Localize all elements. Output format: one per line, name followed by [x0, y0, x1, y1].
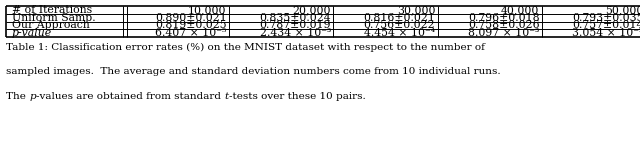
Text: 0.796±0.018: 0.796±0.018 [468, 13, 540, 23]
Text: 20,000: 20,000 [292, 5, 331, 15]
Text: -tests over these 10 pairs.: -tests over these 10 pairs. [228, 92, 365, 101]
Text: 0.793±0.035: 0.793±0.035 [572, 13, 640, 23]
Text: 3.054 × 10⁻²: 3.054 × 10⁻² [572, 28, 640, 38]
Text: 8.097 × 10⁻³: 8.097 × 10⁻³ [468, 28, 540, 38]
Text: 0.787±0.019: 0.787±0.019 [259, 21, 331, 30]
Text: 0.756±0.022: 0.756±0.022 [364, 21, 435, 30]
Text: 0.816±0.021: 0.816±0.021 [364, 13, 435, 23]
Text: 0.890±0.021: 0.890±0.021 [155, 13, 227, 23]
Text: # of Iterations: # of Iterations [12, 5, 92, 15]
Text: -values are obtained from standard: -values are obtained from standard [36, 92, 225, 101]
Text: 0.758±0.026: 0.758±0.026 [468, 21, 540, 30]
Text: 4.454 × 10⁻⁴: 4.454 × 10⁻⁴ [364, 28, 435, 38]
Text: 40,000: 40,000 [501, 5, 540, 15]
Text: Table 1: Classification error rates (%) on the MNIST dataset with respect to the: Table 1: Classification error rates (%) … [6, 42, 485, 52]
Text: 2.434 × 10⁻³: 2.434 × 10⁻³ [260, 28, 331, 38]
Text: p-value: p-value [12, 28, 52, 38]
Text: t: t [225, 92, 228, 101]
Text: p: p [29, 92, 36, 101]
Text: sampled images.  The average and standard deviation numbers come from 10 individ: sampled images. The average and standard… [6, 67, 501, 76]
Text: Our Approach: Our Approach [12, 21, 89, 30]
Text: 0.819±0.025: 0.819±0.025 [155, 21, 227, 30]
Text: The: The [6, 92, 29, 101]
Text: 0.835±0.024: 0.835±0.024 [259, 13, 331, 23]
Text: Uniform Samp.: Uniform Samp. [12, 13, 95, 23]
Text: 0.757±0.014: 0.757±0.014 [572, 21, 640, 30]
Text: 6.407 × 10⁻⁵: 6.407 × 10⁻⁵ [155, 28, 227, 38]
Text: 10,000: 10,000 [188, 5, 227, 15]
Text: 30,000: 30,000 [397, 5, 435, 15]
Text: 50,000: 50,000 [605, 5, 640, 15]
